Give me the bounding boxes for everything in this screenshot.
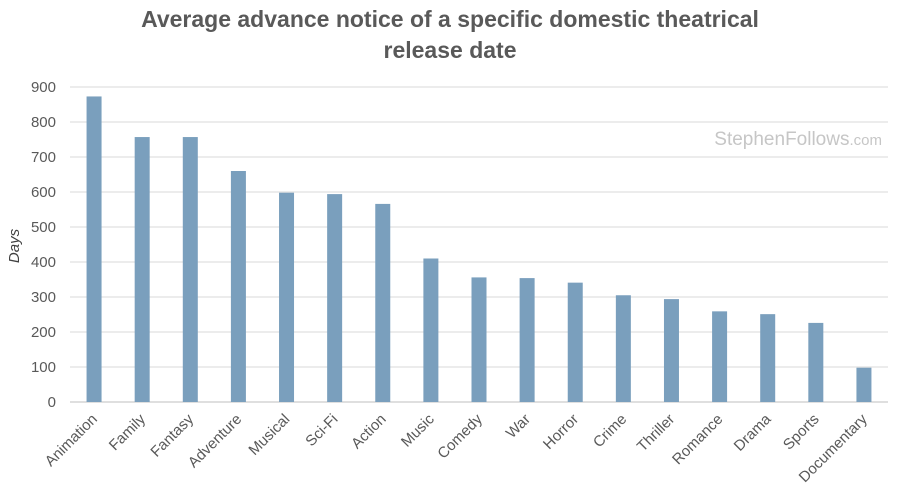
bar-action <box>375 203 391 402</box>
bar-thriller <box>663 299 679 402</box>
y-tick-label: 400 <box>31 254 56 271</box>
x-tick-label: Sci-Fi <box>302 411 341 450</box>
x-tick-label: Romance <box>669 411 726 468</box>
x-tick-label: Horror <box>540 411 582 453</box>
x-tick-label: War <box>503 411 534 442</box>
x-tick-label: Action <box>348 411 390 453</box>
bar-sports <box>808 322 824 402</box>
y-tick-label: 300 <box>31 289 56 306</box>
bar-music <box>423 258 439 402</box>
bars <box>86 96 872 403</box>
bar-horror <box>567 282 583 402</box>
x-tick-label: Comedy <box>434 410 486 462</box>
y-tick-label: 100 <box>31 359 56 376</box>
y-axis-ticks: 0 100 200 300 400 500 600 700 800 900 <box>31 79 56 411</box>
bar-war <box>519 278 535 402</box>
x-tick-label: Crime <box>590 411 630 451</box>
bar-fantasy <box>182 137 198 403</box>
bar-crime <box>615 295 631 402</box>
bar-comedy <box>471 277 487 402</box>
watermark-main: StephenFollows <box>714 129 849 150</box>
bar-musical <box>279 192 295 402</box>
watermark: StephenFollows.com <box>714 129 882 150</box>
x-tick-label: Family <box>106 410 150 454</box>
y-tick-label: 700 <box>31 149 56 166</box>
bar-sci-fi <box>327 194 343 402</box>
y-tick-label: 600 <box>31 184 56 201</box>
watermark-suffix: .com <box>849 132 882 149</box>
y-tick-label: 900 <box>31 79 56 96</box>
y-tick-label: 200 <box>31 324 56 341</box>
bar-romance <box>712 311 728 402</box>
x-tick-label: Animation <box>42 411 101 470</box>
bar-adventure <box>230 171 246 402</box>
bar-family <box>134 137 150 403</box>
chart-title: Average advance notice of a specific dom… <box>0 4 900 66</box>
y-tick-label: 0 <box>48 394 56 411</box>
x-tick-label: Thriller <box>634 411 678 455</box>
x-tick-label: Sports <box>780 411 823 454</box>
bar-animation <box>86 96 102 402</box>
y-tick-label: 500 <box>31 219 56 236</box>
chart-title-line-1: Average advance notice of a specific dom… <box>141 6 759 32</box>
chart-title-line-2: release date <box>383 37 517 63</box>
x-tick-label: Musical <box>245 411 293 459</box>
y-tick-label: 800 <box>31 114 56 131</box>
bar-documentary <box>856 367 872 402</box>
x-tick-label: Drama <box>731 410 775 454</box>
bar-drama <box>760 314 776 402</box>
x-tick-label: Music <box>398 410 438 450</box>
y-axis-label: Days <box>6 228 23 263</box>
